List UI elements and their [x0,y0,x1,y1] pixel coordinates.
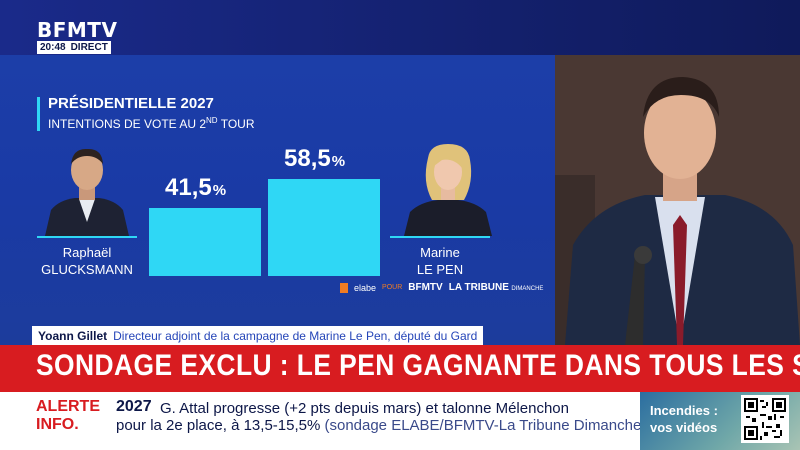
channel-logo: BFMTV [37,18,118,42]
headline-text: SONDAGE EXCLU : LE PEN GAGNANTE DANS TOU… [36,349,800,382]
value-label-le-pen: 58,5% [284,145,346,172]
studio-video-feed [555,55,800,345]
bar-glucksmann [149,208,261,276]
ticker-line-1: G. Attal progresse (+2 pts depuis mars) … [160,400,569,417]
promo-text: Incendies : vos vidéos [650,403,718,435]
pollster-name: elabe [354,282,377,293]
poll-subtitle: INTENTIONS DE VOTE AU 2ND TOUR [48,116,255,131]
live-label: DIRECT [70,42,108,53]
candidate-underline-le-pen [390,236,490,238]
qr-code-icon [741,395,789,443]
client-la-tribune: LA TRIBUNE DIMANCHE [448,282,544,293]
ticker-line-2: pour la 2e place, à 13,5-15,5% (sondage … [116,417,647,434]
candidate-photo-le-pen [398,142,498,236]
headline-bar [0,345,800,392]
speaker-name: Yoann Gillet [38,328,108,343]
value-label-glucksmann: 41,5% [165,174,227,201]
elabe-logo-icon [340,282,348,293]
alert-info-label: ALERTE INFO. [36,398,100,433]
clock-time: 20:48 [40,42,66,53]
speaker-nameplate: Yoann Gillet Directeur adjoint de la cam… [32,326,484,345]
speaker-role: Directeur adjoint de la campagne de Mari… [113,328,478,343]
title-accent-bar [37,97,40,131]
speaker-image [555,55,800,345]
ticker-year: 2027 [116,398,152,415]
candidate-underline-glucksmann [37,236,137,238]
candidate-name-glucksmann: Raphaël GLUCKSMANN [41,245,133,277]
bar-le-pen [268,179,380,276]
candidate-name-le-pen: Marine LE PEN [416,245,464,277]
top-band [0,0,800,55]
candidate-photo-glucksmann [37,142,137,236]
client-bfmtv: BFMTV [408,282,443,293]
news-ticker [0,392,640,450]
poll-sources: elabe POUR BFMTV LA TRIBUNE DIMANCHE [340,282,543,293]
time-badge: 20:48 DIRECT [37,41,111,54]
poll-title: PRÉSIDENTIELLE 2027 [48,95,214,112]
pour-label: POUR [382,284,403,291]
